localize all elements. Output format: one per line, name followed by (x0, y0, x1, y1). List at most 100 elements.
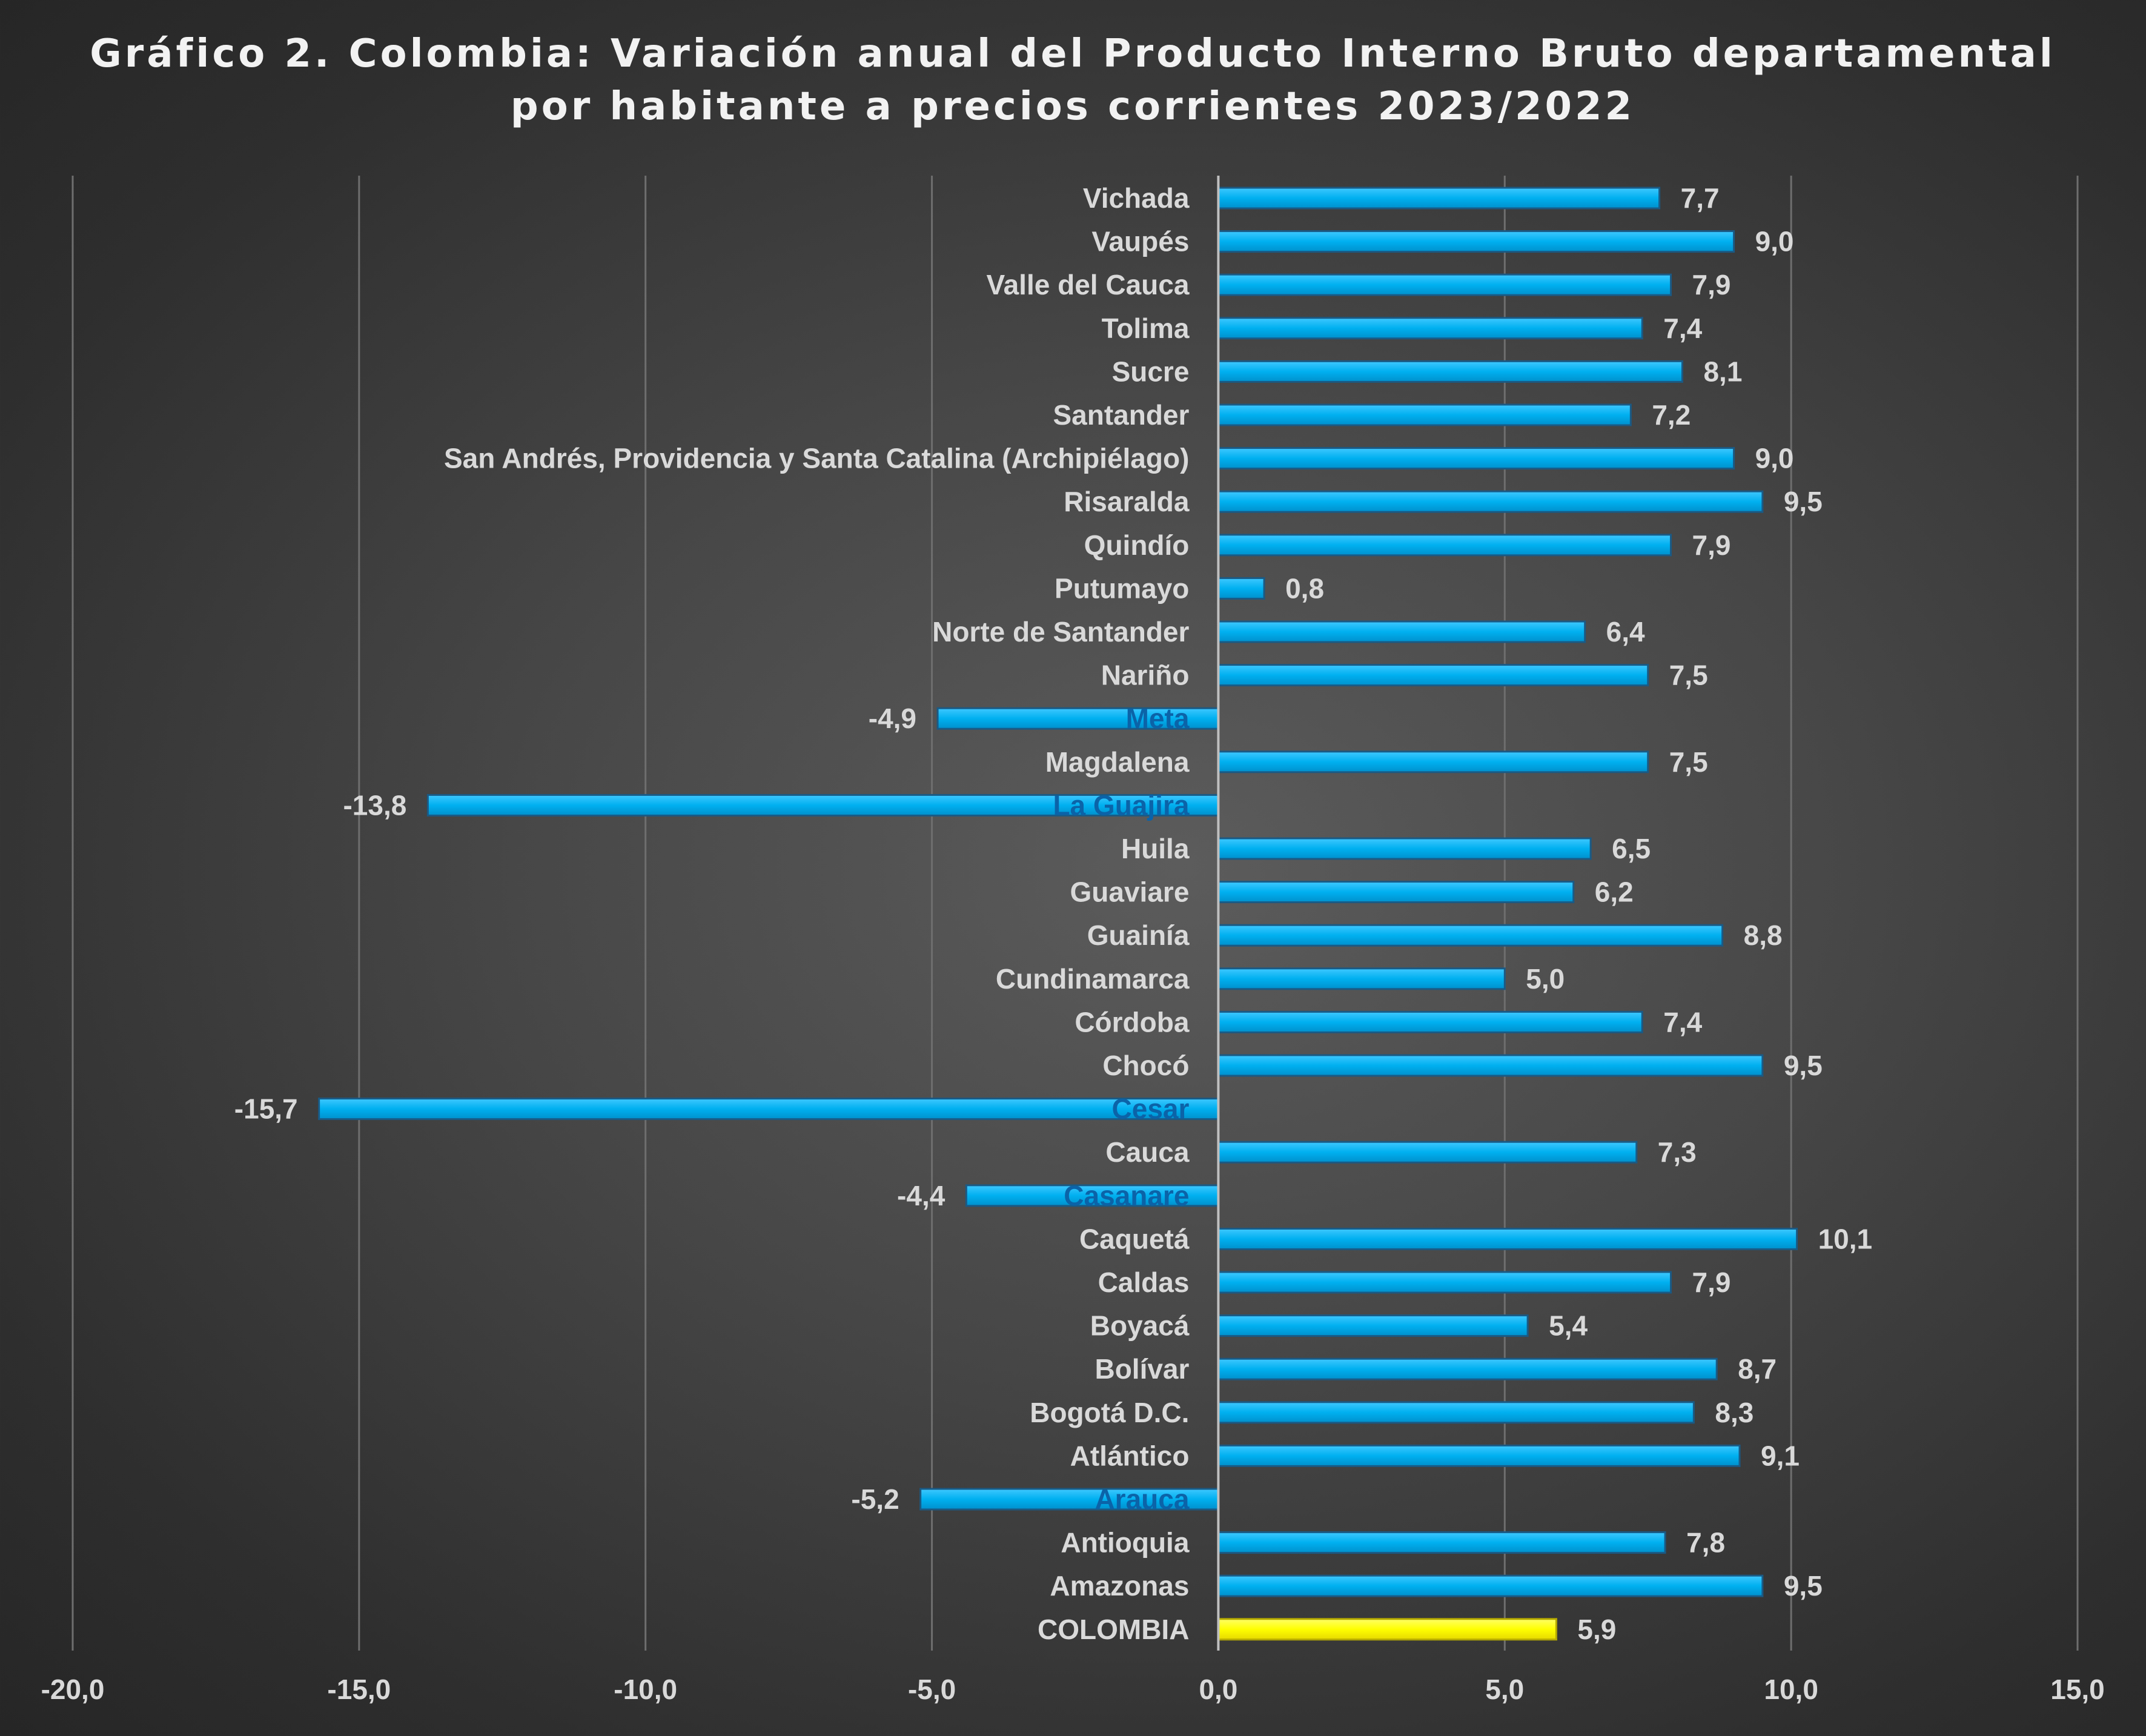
category-label-32: Amazonas (1050, 1570, 1189, 1602)
value-label-5: 7,2 (1652, 399, 1691, 431)
bar-29 (1217, 1444, 1741, 1467)
category-label-28: Bogotá D.C. (1030, 1397, 1189, 1428)
category-label-12: Meta (1126, 703, 1190, 734)
bar-28 (1217, 1401, 1695, 1424)
value-label-26: 5,4 (1549, 1310, 1588, 1342)
value-label-13: 7,5 (1669, 746, 1708, 778)
category-label-27: Bolívar (1095, 1353, 1189, 1385)
bar-11 (1217, 664, 1649, 687)
chart-title-line-1: Gráfico 2. Colombia: Variación anual del… (90, 31, 2056, 76)
value-label-23: -4,4 (897, 1180, 945, 1211)
value-labels: 7,79,07,97,48,17,29,09,57,90,86,47,5-4,9… (234, 182, 1872, 1645)
x-axis-tick-labels: -20,0 -15,0 -10,0 -5,0 0,0 5,0 10,0 15,0 (41, 1674, 2105, 1705)
category-label-33: COLOMBIA (1038, 1614, 1189, 1645)
x-tick-label-6: 10,0 (1764, 1674, 1818, 1705)
category-label-7: Risaralda (1064, 486, 1190, 517)
bar-25 (1217, 1271, 1672, 1294)
x-tick-label-4: 0,0 (1199, 1674, 1237, 1705)
bar-18 (1217, 967, 1506, 990)
bar-5 (1217, 403, 1632, 426)
category-label-6: San Andrés, Providencia y Santa Catalina… (444, 443, 1189, 474)
bar-31 (1217, 1531, 1666, 1554)
value-label-28: 8,3 (1715, 1397, 1754, 1428)
category-label-14: La Guajira (1053, 789, 1189, 821)
value-label-11: 7,5 (1669, 660, 1708, 691)
value-label-20: 9,5 (1784, 1050, 1823, 1081)
category-label-5: Santander (1053, 399, 1189, 431)
value-label-4: 8,1 (1703, 356, 1742, 387)
chart-title-line-2: por habitante a precios corrientes 2023/… (511, 84, 1635, 129)
value-label-25: 7,9 (1692, 1267, 1731, 1298)
value-label-27: 8,7 (1738, 1353, 1777, 1385)
value-label-22: 7,3 (1658, 1136, 1697, 1168)
bar-27 (1217, 1357, 1718, 1380)
bar-20 (1217, 1054, 1764, 1077)
category-label-30: Arauca (1095, 1483, 1189, 1515)
x-tick-label-0: -20,0 (41, 1674, 105, 1705)
category-label-2: Valle del Cauca (986, 269, 1189, 300)
bar-19 (1217, 1010, 1643, 1033)
category-label-23: Casanare (1064, 1180, 1189, 1211)
category-label-25: Caldas (1098, 1267, 1190, 1298)
bar-13 (1217, 750, 1649, 774)
category-label-17: Guainía (1087, 919, 1190, 951)
bar-32 (1217, 1574, 1764, 1597)
value-label-16: 6,2 (1595, 876, 1634, 908)
bar-26 (1217, 1314, 1529, 1337)
bar-16 (1217, 881, 1575, 904)
gridlines (71, 176, 2079, 1651)
bar-8 (1217, 534, 1672, 557)
bar-22 (1217, 1141, 1638, 1164)
value-label-33: 5,9 (1577, 1614, 1616, 1645)
value-label-7: 9,5 (1784, 486, 1823, 517)
bar-7 (1217, 490, 1764, 513)
value-label-29: 9,1 (1761, 1440, 1800, 1471)
value-label-17: 8,8 (1744, 919, 1783, 951)
value-label-3: 7,4 (1663, 313, 1702, 344)
x-tick-label-3: -5,0 (908, 1674, 956, 1705)
category-label-20: Chocó (1102, 1050, 1189, 1081)
category-label-19: Córdoba (1075, 1006, 1190, 1038)
x-tick-label-2: -10,0 (614, 1674, 677, 1705)
value-label-0: 7,7 (1681, 182, 1720, 214)
category-label-9: Putumayo (1055, 572, 1189, 604)
value-label-6: 9,0 (1755, 443, 1794, 474)
category-label-29: Atlántico (1070, 1440, 1190, 1471)
bar-21 (318, 1098, 1219, 1121)
category-label-21: Cesar (1112, 1093, 1190, 1125)
bar-0 (1217, 187, 1661, 210)
value-label-18: 5,0 (1526, 963, 1565, 995)
category-label-31: Antioquia (1061, 1527, 1189, 1559)
bar-17 (1217, 924, 1724, 947)
value-label-19: 7,4 (1663, 1006, 1702, 1038)
category-label-26: Boyacá (1090, 1310, 1190, 1342)
value-label-21: -15,7 (234, 1093, 298, 1125)
bar-1 (1217, 230, 1735, 253)
value-label-2: 7,9 (1692, 269, 1731, 300)
category-label-4: Sucre (1112, 356, 1190, 387)
bar-3 (1217, 317, 1643, 340)
bar-9 (1217, 577, 1265, 600)
value-label-31: 7,8 (1686, 1527, 1725, 1559)
value-label-8: 7,9 (1692, 529, 1731, 561)
chart-title: Gráfico 2. Colombia: Variación anual del… (90, 31, 2056, 129)
category-label-1: Vaupés (1091, 226, 1189, 257)
bar-23 (965, 1184, 1219, 1207)
bar-15 (1217, 837, 1592, 860)
category-label-11: Nariño (1101, 660, 1190, 691)
value-label-14: -13,8 (343, 789, 406, 821)
bar-2 (1217, 273, 1672, 296)
category-label-18: Cundinamarca (996, 963, 1190, 995)
category-label-13: Magdalena (1045, 746, 1190, 778)
category-label-8: Quindío (1084, 529, 1190, 561)
value-label-15: 6,5 (1612, 833, 1651, 864)
bar-12 (936, 707, 1219, 730)
category-label-3: Tolima (1102, 313, 1190, 344)
category-labels: Vichada Vaupés Valle del Cauca Tolima Sucre S… (444, 182, 1190, 1645)
value-label-1: 9,0 (1755, 226, 1794, 257)
value-label-32: 9,5 (1784, 1570, 1823, 1602)
x-tick-label-5: 5,0 (1485, 1674, 1524, 1705)
x-tick-label-1: -15,0 (327, 1674, 391, 1705)
category-label-15: Huila (1121, 833, 1190, 864)
